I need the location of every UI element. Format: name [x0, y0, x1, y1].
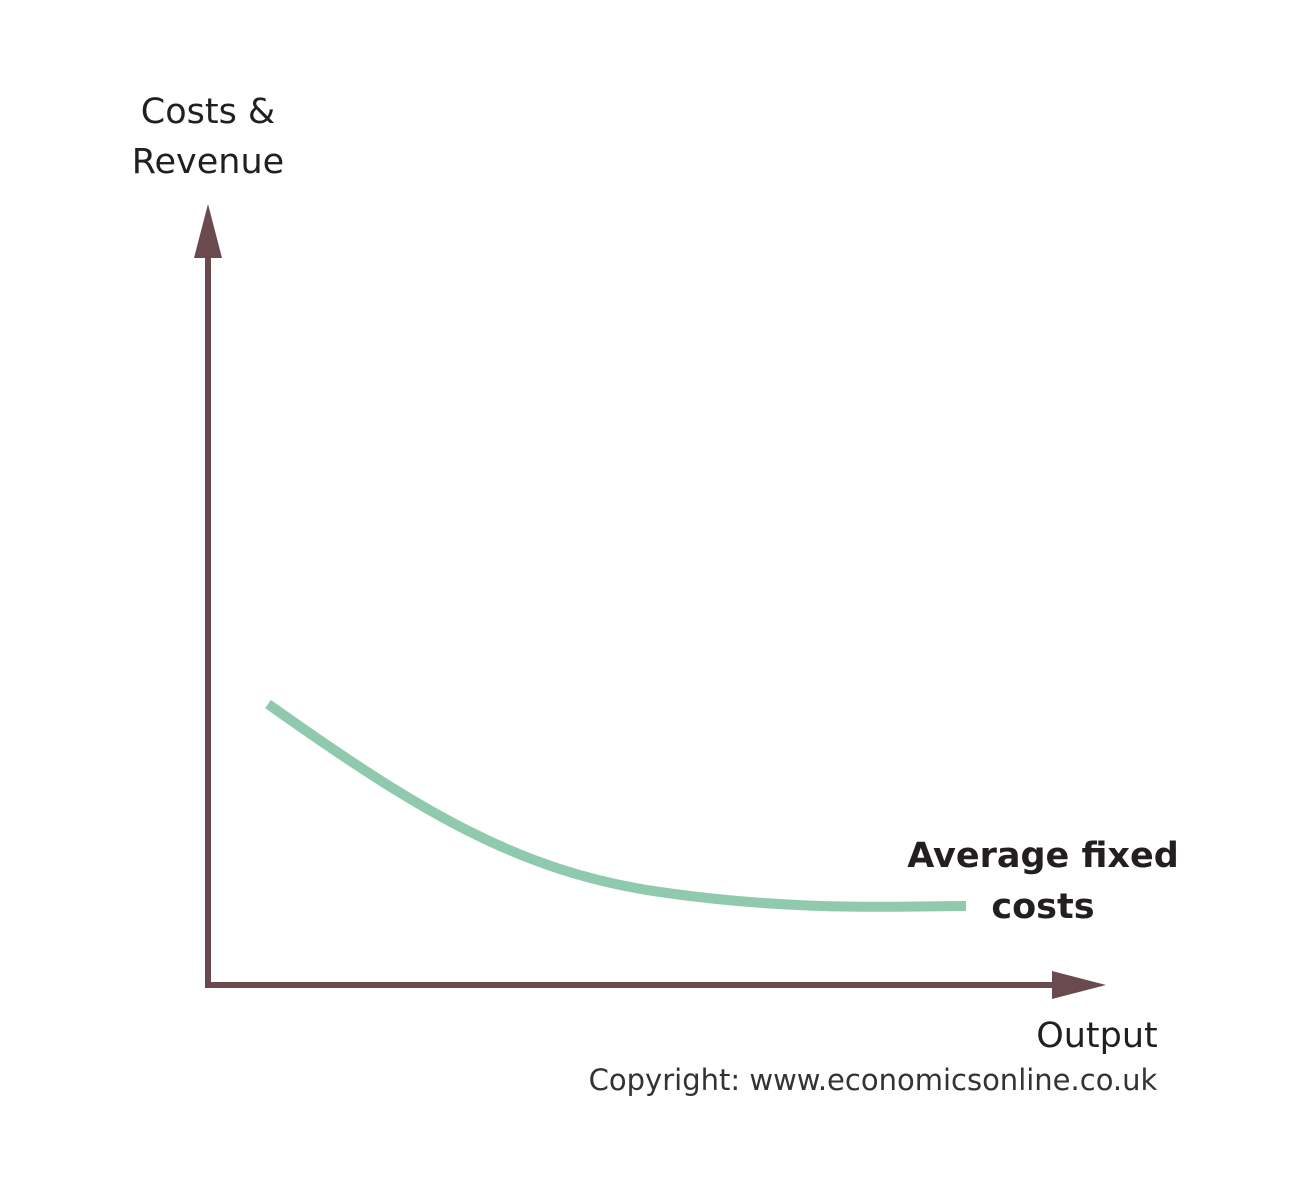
curve-label: Average fixed — [907, 836, 1179, 876]
x-axis-arrow — [1052, 971, 1106, 999]
y-axis-arrow — [194, 204, 222, 258]
y-axis-label: Revenue — [132, 142, 284, 182]
curve-label: costs — [991, 887, 1094, 927]
y-axis-label: Costs & — [141, 92, 275, 132]
average-fixed-cost-curve — [265, 699, 967, 912]
x-axis-label: Output — [1036, 1016, 1158, 1056]
copyright: Copyright: www.economicsonline.co.uk — [589, 1063, 1158, 1097]
